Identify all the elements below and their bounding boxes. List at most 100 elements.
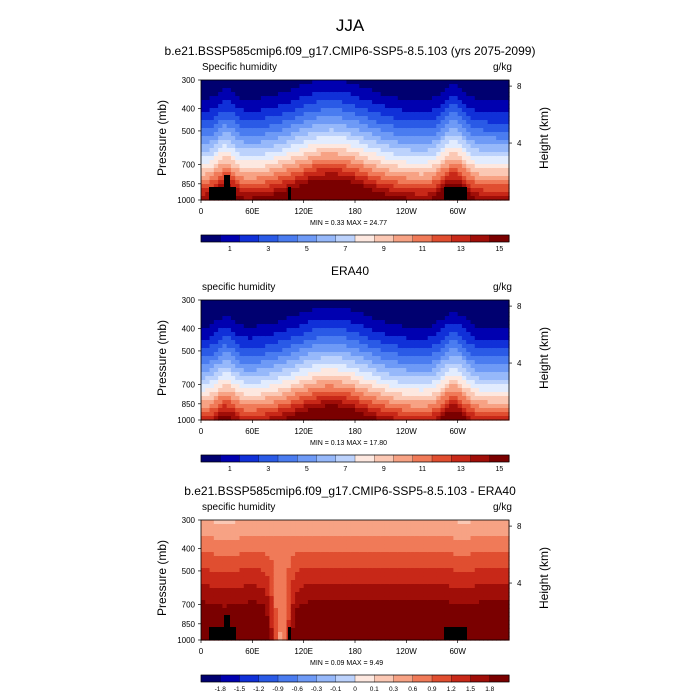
contour-cell: [355, 360, 360, 365]
contour-cell: [325, 172, 330, 177]
contour-cell: [307, 128, 313, 133]
contour-cell: [243, 312, 249, 317]
contour-cell: [295, 380, 300, 385]
contour-cell: [367, 156, 373, 161]
contour-cell: [320, 368, 326, 373]
contour-cell: [496, 88, 502, 93]
contour-cell: [252, 304, 258, 309]
contour-cell: [230, 328, 236, 333]
contour-cell: [389, 152, 395, 157]
contour-cell: [419, 144, 425, 149]
contour-cell: [389, 168, 395, 173]
contour-cell: [346, 152, 352, 157]
contour-cell: [355, 368, 360, 373]
contour-cell: [346, 176, 352, 181]
contour-cell: [239, 612, 245, 617]
contour-cell: [316, 356, 322, 361]
contour-cell: [239, 300, 245, 305]
contour-cell: [290, 84, 296, 89]
contour-cell: [248, 100, 253, 105]
contour-cell: [248, 416, 253, 421]
contour-cell: [260, 336, 266, 341]
contour-cell: [265, 408, 271, 413]
contour-cell: [487, 148, 493, 153]
contour-cell: [466, 324, 472, 329]
contour-cell: [316, 124, 322, 129]
contour-cell: [372, 384, 377, 389]
contour-cell: [248, 636, 253, 641]
contour-cell: [213, 620, 219, 625]
contour-cell: [303, 380, 309, 385]
contour-cell: [389, 88, 395, 93]
contour-cell: [286, 332, 292, 337]
contour-cell: [248, 620, 253, 625]
contour-cell: [256, 348, 262, 353]
contour-cell: [243, 564, 249, 569]
contour-cell: [346, 100, 352, 105]
contour-cell: [222, 164, 228, 169]
contour-cell: [363, 320, 369, 325]
contour-cell: [218, 376, 223, 381]
contour-cell: [432, 388, 437, 393]
contour-cell: [282, 152, 288, 157]
contour-cell: [479, 376, 484, 381]
contour-cell: [226, 528, 232, 533]
contour-cell: [239, 560, 245, 565]
contour-cell: [243, 384, 249, 389]
contour-cell: [389, 380, 395, 385]
contour-cell: [363, 156, 369, 161]
contour-cell: [265, 312, 271, 317]
contour-cell: [384, 368, 390, 373]
contour-cell: [316, 336, 322, 341]
contour-cell: [410, 320, 416, 325]
contour-cell: [389, 408, 395, 413]
contour-cell: [256, 184, 262, 189]
contour-cell: [410, 116, 416, 121]
contour-cell: [230, 324, 236, 329]
contour-cell: [483, 316, 489, 321]
contour-cell: [248, 164, 253, 169]
pressure-tick-label: 300: [182, 76, 196, 85]
contour-cell: [205, 188, 211, 193]
contour-cell: [474, 148, 480, 153]
contour-cell: [346, 412, 352, 417]
contour-cell: [256, 192, 262, 197]
contour-cell: [201, 564, 206, 569]
contour-cell: [363, 352, 369, 357]
contour-cell: [406, 412, 412, 417]
contour-cell: [406, 372, 412, 377]
contour-cell: [278, 332, 283, 337]
colorbar-box: [431, 454, 452, 463]
contour-cell: [402, 340, 407, 345]
contour-cell: [290, 400, 296, 405]
contour-cell: [337, 308, 343, 313]
contour-cell: [470, 164, 476, 169]
contour-cell: [483, 116, 489, 121]
contour-cell: [252, 328, 258, 333]
contour-cell: [479, 384, 484, 389]
contour-cell: [201, 196, 206, 201]
contour-cell: [282, 112, 288, 117]
contour-cell: [470, 144, 476, 149]
contour-cell: [252, 404, 258, 409]
contour-cell: [260, 572, 266, 577]
contour-cell: [363, 308, 369, 313]
contour-cell: [316, 168, 322, 173]
contour-cell: [384, 352, 390, 357]
contour-cell: [320, 360, 326, 365]
contour-cell: [393, 184, 399, 189]
contour-cell: [479, 180, 484, 185]
contour-cell: [449, 108, 454, 113]
contour-cell: [303, 332, 309, 337]
contour-cell: [248, 84, 253, 89]
contour-cell: [436, 380, 442, 385]
contour-cell: [355, 164, 360, 169]
topography-mask: [224, 175, 230, 188]
contour-cell: [337, 336, 343, 341]
contour-cell: [256, 396, 262, 401]
contour-cell: [290, 144, 296, 149]
contour-cell: [329, 376, 335, 381]
contour-cell: [389, 404, 395, 409]
contour-cell: [325, 192, 330, 197]
contour-cell: [496, 328, 502, 333]
